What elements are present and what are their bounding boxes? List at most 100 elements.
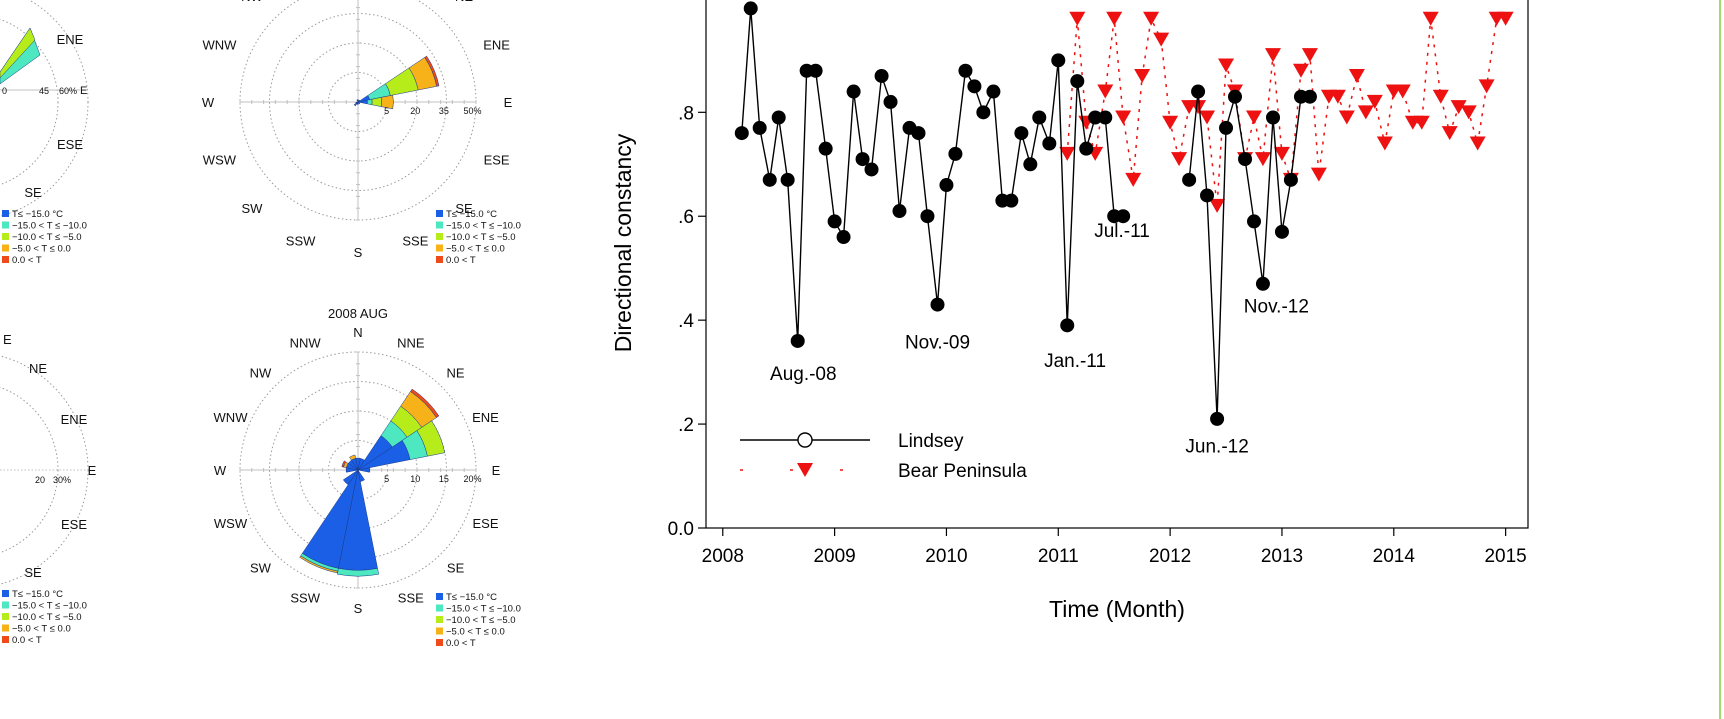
legend-swatch — [436, 639, 443, 646]
rose-direction-w: W — [202, 95, 215, 110]
legend-label: −5.0 < T ≤ 0.0 — [12, 624, 71, 635]
x-axis-label: Time (Month) — [1049, 596, 1185, 622]
rose-direction-ese: ESE — [61, 517, 87, 532]
legend-label: −15.0 < T ≤ −10.0 — [12, 601, 87, 612]
rose-direction-ese: ESE — [472, 516, 498, 531]
marker-bear-peninsula — [1338, 110, 1355, 125]
marker-lindsey — [1274, 224, 1289, 239]
marker-bear-peninsula — [1059, 146, 1076, 161]
legend-label: T≤ −15.0 °C — [446, 209, 497, 220]
rose-direction-s: S — [354, 245, 363, 260]
marker-lindsey — [1051, 53, 1066, 68]
y-tick-label: 0.0 — [668, 519, 694, 540]
legend-swatch — [2, 590, 9, 597]
annotation-label: Aug.-08 — [770, 364, 837, 385]
annotation-label: Nov.-12 — [1244, 296, 1309, 317]
y-tick-label: .8 — [678, 103, 694, 124]
rose-petal-ne — [410, 388, 440, 418]
rose-direction-ese: ESE — [484, 152, 510, 167]
rose-ring — [0, 386, 59, 554]
legend-marker-bear-peninsula — [797, 463, 813, 477]
legend-label: T≤ −15.0 °C — [12, 209, 63, 220]
rose-petal-s — [336, 568, 380, 577]
rose-scale-label: 20 — [410, 106, 420, 116]
marker-bear-peninsula — [1125, 172, 1142, 187]
plot-frame — [705, 0, 1529, 529]
marker-lindsey — [1014, 126, 1029, 141]
rose-direction-n: N — [353, 325, 362, 340]
rose-direction-se: SE — [455, 201, 473, 216]
annotation-label: Nov.-09 — [905, 333, 970, 354]
marker-lindsey — [1200, 188, 1215, 203]
legend-swatch — [2, 601, 9, 609]
marker-bear-peninsula — [1265, 48, 1282, 63]
y-axis-label: Directional constancy — [610, 133, 636, 352]
marker-lindsey — [976, 105, 991, 120]
rose-ring — [0, 18, 59, 186]
marker-lindsey — [1079, 141, 1094, 156]
marker-lindsey — [836, 230, 851, 245]
rose-direction-nw: NW — [241, 0, 263, 4]
rose-direction-wnw: WNW — [202, 38, 237, 53]
legend-swatch — [436, 627, 443, 635]
marker-lindsey — [874, 68, 889, 83]
marker-bear-peninsula — [1422, 11, 1439, 26]
series-line-bear-peninsula — [1066, 16, 1506, 206]
plot-data-area — [734, 1, 1514, 426]
rose-direction-sw: SW — [250, 561, 272, 576]
marker-lindsey — [762, 172, 777, 187]
marker-lindsey — [752, 120, 767, 135]
marker-bear-peninsula — [1246, 110, 1262, 125]
rose-direction-ene: ENE — [472, 410, 499, 425]
marker-lindsey — [967, 79, 982, 94]
legend-label: −5.0 < T ≤ 0.0 — [446, 627, 505, 638]
marker-bear-peninsula — [1497, 11, 1514, 26]
marker-lindsey — [930, 297, 945, 312]
legend-swatch — [436, 233, 443, 240]
rose-scale-label: 60% — [59, 86, 77, 96]
marker-bear-peninsula — [1478, 79, 1495, 94]
legend-label-bear-peninsula: Bear Peninsula — [898, 461, 1027, 482]
legend-label: −15.0 < T ≤ −10.0 — [446, 221, 521, 232]
legend-swatch — [2, 636, 9, 643]
rose-petal-e — [357, 467, 371, 473]
legend-label: T≤ −15.0 °C — [12, 589, 63, 600]
rose-scale-label: 45 — [39, 86, 49, 96]
legend-swatch — [436, 244, 443, 252]
legend-label: −10.0 < T ≤ −5.0 — [446, 615, 516, 626]
rose-scale-label: 0 — [2, 86, 7, 96]
rose-direction-ne: NE — [29, 361, 47, 376]
marker-lindsey — [1182, 172, 1197, 187]
x-tick-label: 2014 — [1373, 546, 1416, 567]
rose-direction-se: SE — [447, 561, 465, 576]
marker-lindsey — [827, 214, 842, 229]
legend-swatch — [2, 613, 9, 620]
rose-direction-wsw: WSW — [203, 152, 237, 167]
legend-label: −5.0 < T ≤ 0.0 — [446, 244, 505, 255]
legend-swatch — [2, 244, 9, 252]
marker-lindsey — [1191, 84, 1206, 99]
x-tick-label: 2015 — [1484, 546, 1526, 567]
y-tick-label: .2 — [678, 415, 694, 436]
marker-bear-peninsula — [1209, 198, 1226, 213]
marker-lindsey — [808, 63, 823, 78]
legend-label: 0.0 < T — [12, 635, 42, 646]
marker-bear-peninsula — [1441, 126, 1458, 141]
legend-label: −15.0 < T ≤ −10.0 — [446, 604, 521, 615]
marker-lindsey — [883, 94, 898, 109]
marker-bear-peninsula — [1273, 146, 1290, 161]
rose-petal-ene — [0, 27, 36, 79]
legend-label-lindsey: Lindsey — [898, 431, 964, 452]
marker-bear-peninsula — [1310, 167, 1327, 182]
annotation-label: Jun.-12 — [1185, 437, 1248, 458]
rose-scale-label: 10 — [410, 474, 420, 484]
marker-bear-peninsula — [1301, 48, 1318, 63]
x-tick-label: 2012 — [1149, 546, 1191, 567]
legend-label: −10.0 < T ≤ −5.0 — [446, 232, 516, 243]
rose-scale-label: 5 — [384, 474, 389, 484]
rose-petal-nnw — [356, 99, 359, 103]
marker-lindsey — [1255, 276, 1270, 291]
marker-lindsey — [920, 209, 935, 224]
legend-swatch — [436, 616, 443, 623]
rose-scale-label: 30% — [53, 475, 71, 485]
